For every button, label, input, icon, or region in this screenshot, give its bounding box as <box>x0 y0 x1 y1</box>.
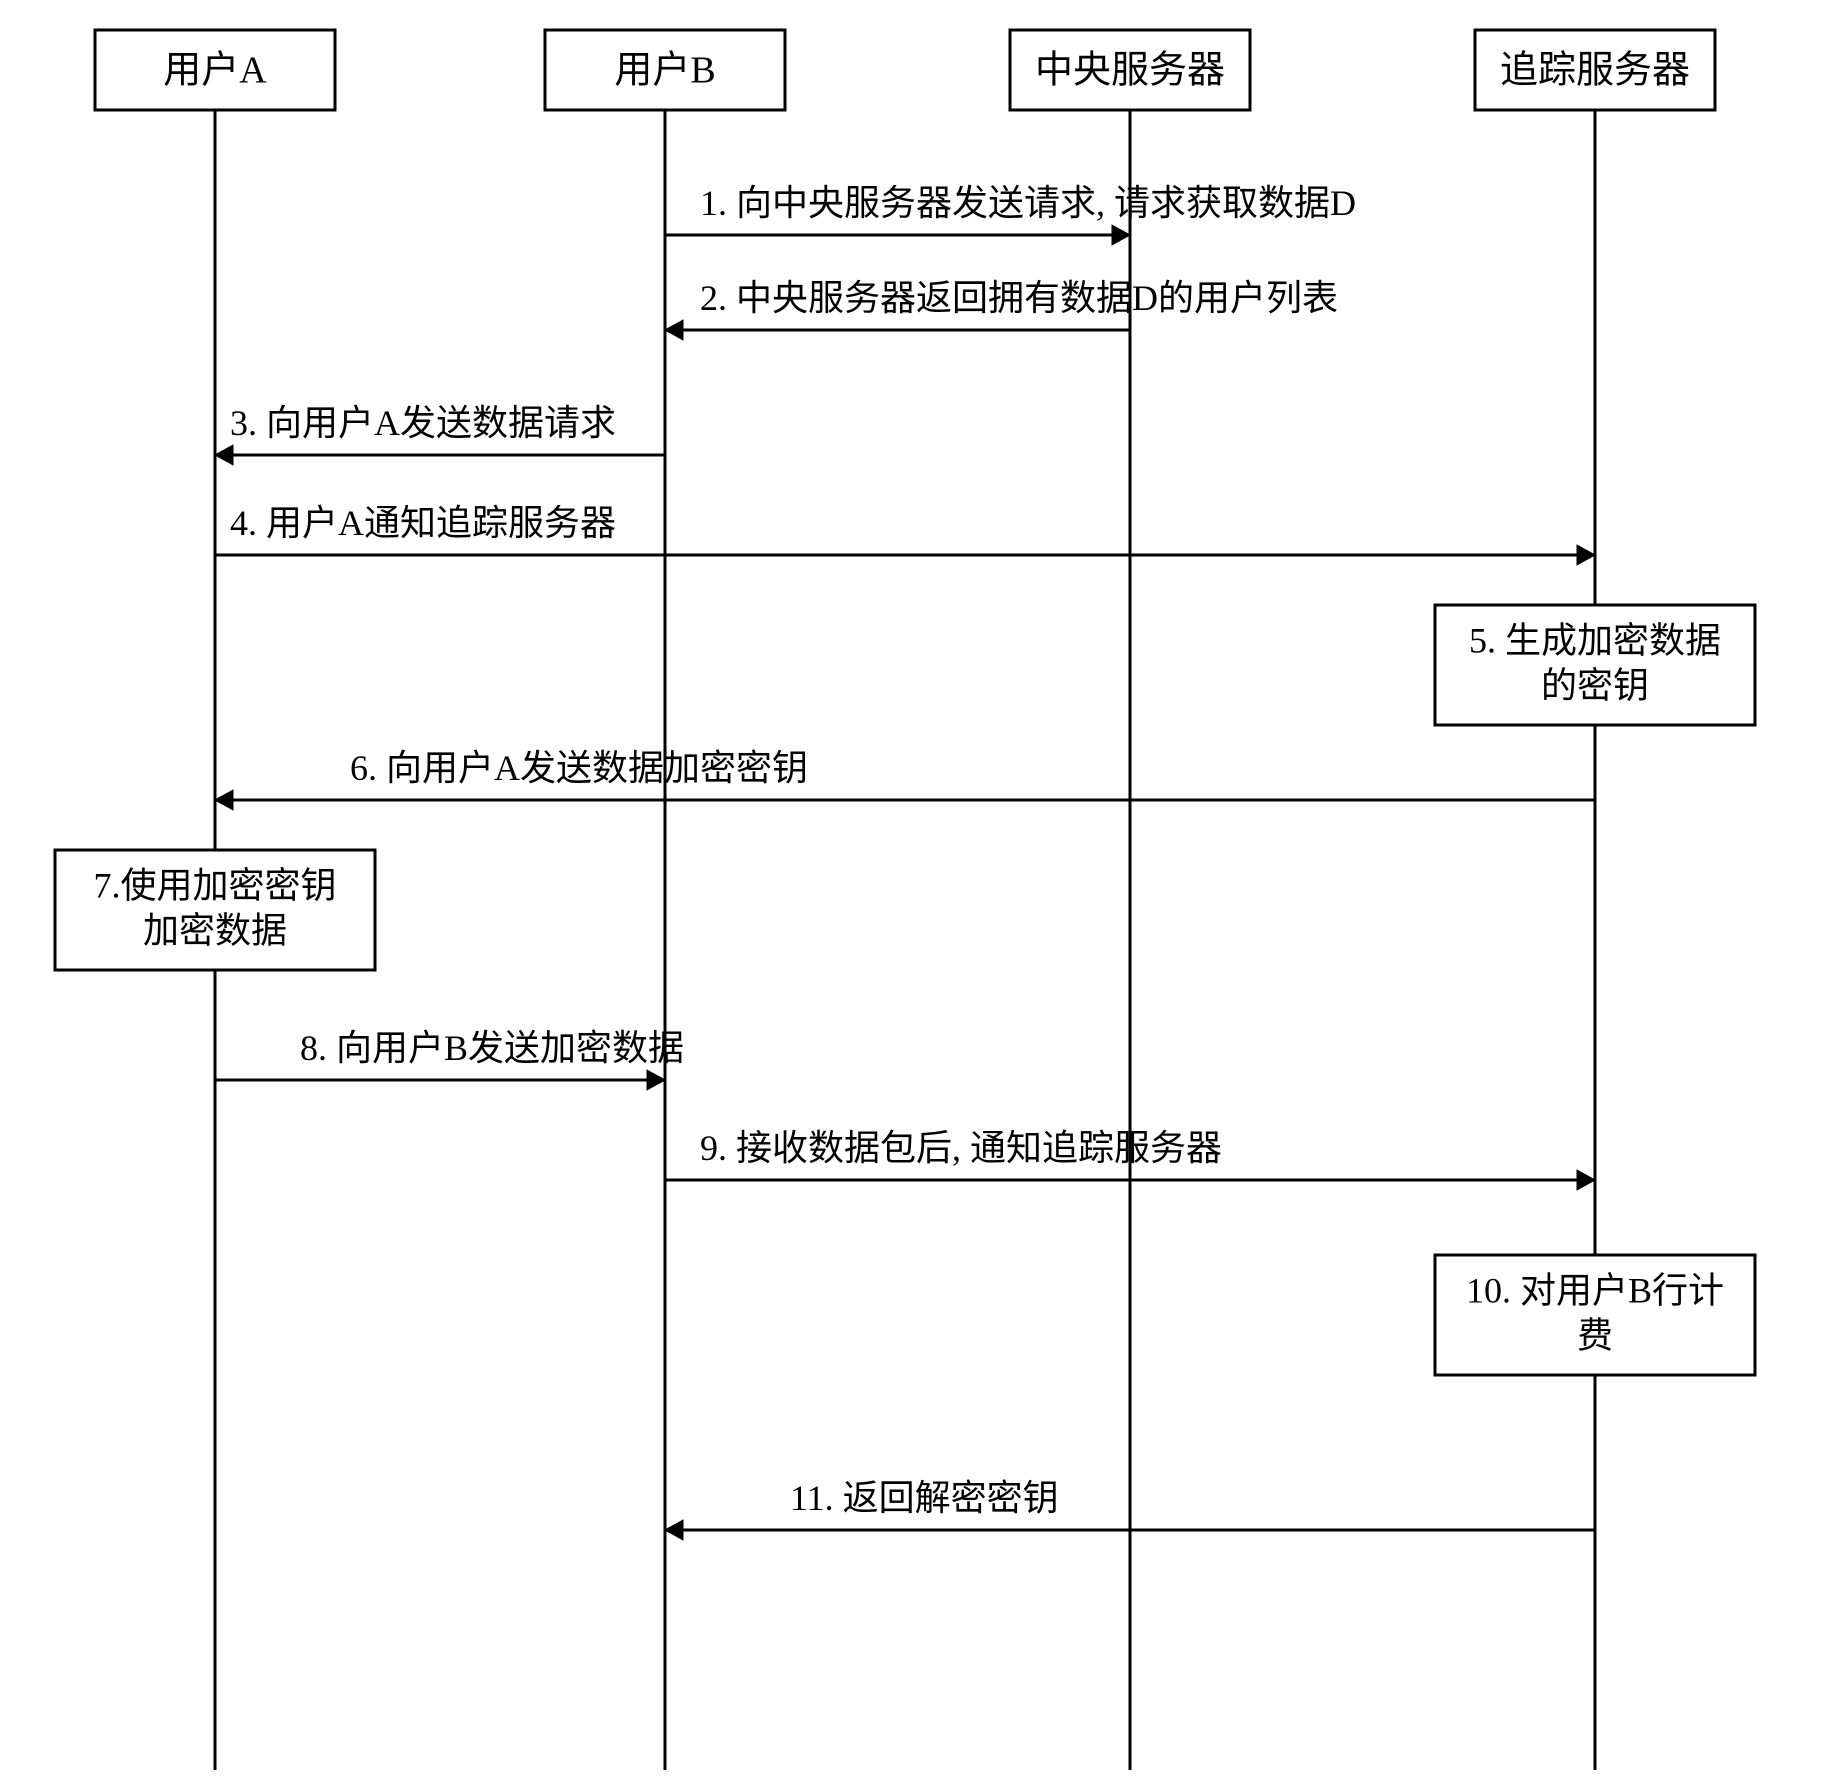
participant-userB: 用户B <box>545 30 785 110</box>
message-label: 9. 接收数据包后, 通知追踪服务器 <box>700 1128 1222 1168</box>
activation-1: 5. 生成加密数据的密钥 <box>1435 605 1755 725</box>
participant-label: 中央服务器 <box>1035 50 1225 92</box>
message-label: 2. 中央服务器返回拥有数据D的用户列表 <box>700 278 1338 318</box>
message-label: 8. 向用户B发送加密数据 <box>300 1028 684 1068</box>
activation-text: 加密数据 <box>143 910 287 950</box>
participant-label: 用户B <box>614 50 715 92</box>
message-3: 3. 向用户A发送数据请求 <box>215 403 665 465</box>
activation-text: 费 <box>1577 1315 1613 1355</box>
message-1: 1. 向中央服务器发送请求, 请求获取数据D <box>665 183 1356 245</box>
participant-label: 追踪服务器 <box>1500 50 1690 92</box>
message-label: 11. 返回解密密钥 <box>790 1478 1059 1518</box>
participant-central: 中央服务器 <box>1010 30 1250 110</box>
participant-label: 用户A <box>163 50 267 92</box>
participant-track: 追踪服务器 <box>1475 30 1715 110</box>
activation-2: 7.使用加密密钥加密数据 <box>55 850 375 970</box>
message-label: 3. 向用户A发送数据请求 <box>230 403 616 443</box>
activation-3: 10. 对用户B行计费 <box>1435 1255 1755 1375</box>
message-6: 8. 向用户B发送加密数据 <box>215 1028 684 1090</box>
message-label: 1. 向中央服务器发送请求, 请求获取数据D <box>700 183 1356 223</box>
activation-text: 7.使用加密密钥 <box>93 865 336 905</box>
message-7: 9. 接收数据包后, 通知追踪服务器 <box>665 1128 1595 1190</box>
sequence-diagram: 用户A 用户B 中央服务器 追踪服务器 1. 向中央服务器发送请求, 请求获取数据D 2.… <box>0 0 1842 1786</box>
message-4: 4. 用户A通知追踪服务器 <box>215 503 1595 565</box>
participant-userA: 用户A <box>95 30 335 110</box>
activation-text: 的密钥 <box>1541 665 1649 705</box>
message-label: 6. 向用户A发送数据加密密钥 <box>350 748 808 788</box>
message-5: 6. 向用户A发送数据加密密钥 <box>215 748 1595 810</box>
message-2: 2. 中央服务器返回拥有数据D的用户列表 <box>665 278 1338 340</box>
activation-text: 10. 对用户B行计 <box>1466 1270 1724 1310</box>
activation-text: 5. 生成加密数据 <box>1469 620 1721 660</box>
message-label: 4. 用户A通知追踪服务器 <box>230 503 616 543</box>
